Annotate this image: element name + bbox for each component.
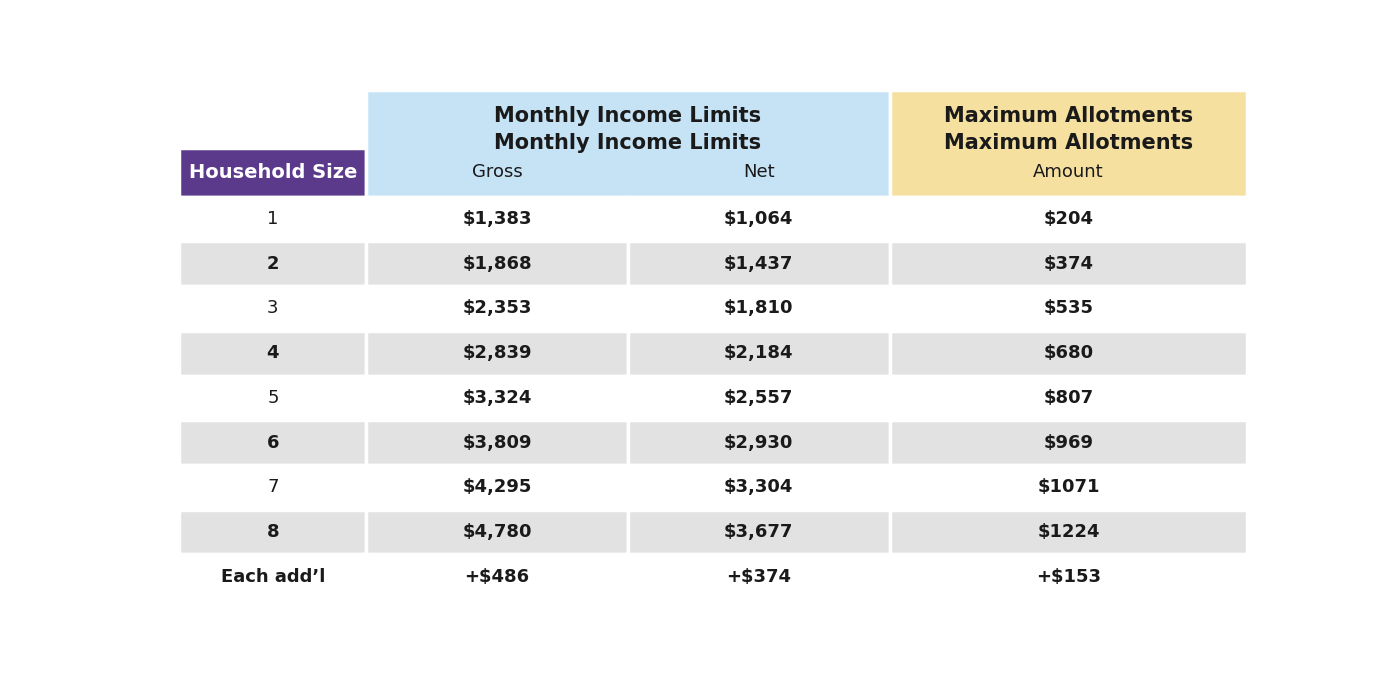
Text: $374: $374 — [1044, 255, 1094, 273]
FancyBboxPatch shape — [180, 554, 366, 599]
FancyBboxPatch shape — [889, 241, 1247, 286]
FancyBboxPatch shape — [366, 420, 628, 465]
Text: $2,557: $2,557 — [724, 389, 793, 407]
FancyBboxPatch shape — [889, 196, 1247, 241]
Text: $3,324: $3,324 — [462, 389, 532, 407]
FancyBboxPatch shape — [628, 196, 889, 241]
Text: 2: 2 — [267, 255, 278, 273]
FancyBboxPatch shape — [889, 286, 1247, 331]
Text: Each add’l: Each add’l — [221, 567, 326, 586]
FancyBboxPatch shape — [628, 376, 889, 420]
Text: Net: Net — [743, 164, 774, 181]
Text: +$374: +$374 — [727, 567, 791, 586]
FancyBboxPatch shape — [889, 420, 1247, 465]
FancyBboxPatch shape — [180, 286, 366, 331]
Text: 5: 5 — [267, 389, 278, 407]
Text: $3,677: $3,677 — [724, 523, 793, 541]
Text: 3: 3 — [267, 299, 278, 317]
FancyBboxPatch shape — [180, 331, 366, 376]
FancyBboxPatch shape — [366, 509, 628, 554]
FancyBboxPatch shape — [628, 465, 889, 509]
FancyBboxPatch shape — [180, 465, 366, 509]
Text: $807: $807 — [1044, 389, 1094, 407]
Text: 7: 7 — [267, 478, 278, 496]
FancyBboxPatch shape — [366, 286, 628, 331]
Text: Monthly Income Limits: Monthly Income Limits — [494, 106, 761, 126]
Text: $2,930: $2,930 — [724, 434, 793, 451]
Text: +$153: +$153 — [1036, 567, 1101, 586]
FancyBboxPatch shape — [889, 554, 1247, 599]
FancyBboxPatch shape — [889, 376, 1247, 420]
Text: $969: $969 — [1044, 434, 1094, 451]
Text: $3,809: $3,809 — [462, 434, 532, 451]
Text: $680: $680 — [1044, 344, 1094, 362]
Text: Maximum Allotments: Maximum Allotments — [944, 133, 1193, 153]
Text: $4,780: $4,780 — [462, 523, 532, 541]
FancyBboxPatch shape — [366, 554, 628, 599]
FancyBboxPatch shape — [366, 196, 628, 241]
Text: 1: 1 — [267, 210, 278, 228]
FancyBboxPatch shape — [628, 509, 889, 554]
Text: 6: 6 — [267, 434, 278, 451]
FancyBboxPatch shape — [180, 196, 366, 241]
FancyBboxPatch shape — [366, 90, 889, 196]
FancyBboxPatch shape — [889, 90, 1247, 196]
Text: 8: 8 — [266, 523, 280, 541]
FancyBboxPatch shape — [628, 241, 889, 286]
FancyBboxPatch shape — [180, 241, 366, 286]
Text: Amount: Amount — [1033, 164, 1104, 181]
FancyBboxPatch shape — [180, 509, 366, 554]
Text: Household Size: Household Size — [189, 163, 356, 182]
FancyBboxPatch shape — [889, 509, 1247, 554]
FancyBboxPatch shape — [180, 376, 366, 420]
Text: $535: $535 — [1044, 299, 1094, 317]
Text: 4: 4 — [267, 344, 278, 362]
Text: Gross: Gross — [472, 164, 522, 181]
Text: Maximum Allotments: Maximum Allotments — [944, 106, 1193, 126]
FancyBboxPatch shape — [628, 420, 889, 465]
FancyBboxPatch shape — [628, 331, 889, 376]
Text: $2,839: $2,839 — [462, 344, 532, 362]
Text: $1,064: $1,064 — [724, 210, 793, 228]
FancyBboxPatch shape — [180, 420, 366, 465]
FancyBboxPatch shape — [628, 286, 889, 331]
Text: $1224: $1224 — [1037, 523, 1100, 541]
Text: $1071: $1071 — [1037, 478, 1100, 496]
Text: $4,295: $4,295 — [462, 478, 532, 496]
Text: $1,868: $1,868 — [462, 255, 532, 273]
Text: $1,437: $1,437 — [724, 255, 793, 273]
Text: +$486: +$486 — [465, 567, 530, 586]
FancyBboxPatch shape — [180, 90, 366, 148]
FancyBboxPatch shape — [366, 331, 628, 376]
FancyBboxPatch shape — [366, 241, 628, 286]
FancyBboxPatch shape — [889, 465, 1247, 509]
Text: $1,810: $1,810 — [724, 299, 793, 317]
Text: $2,353: $2,353 — [462, 299, 532, 317]
Text: Monthly Income Limits: Monthly Income Limits — [494, 133, 761, 153]
FancyBboxPatch shape — [366, 376, 628, 420]
FancyBboxPatch shape — [366, 465, 628, 509]
Text: $1,383: $1,383 — [462, 210, 532, 228]
FancyBboxPatch shape — [628, 554, 889, 599]
Text: $204: $204 — [1044, 210, 1094, 228]
FancyBboxPatch shape — [889, 331, 1247, 376]
Text: $3,304: $3,304 — [724, 478, 793, 496]
Text: $2,184: $2,184 — [724, 344, 793, 362]
FancyBboxPatch shape — [180, 148, 366, 196]
